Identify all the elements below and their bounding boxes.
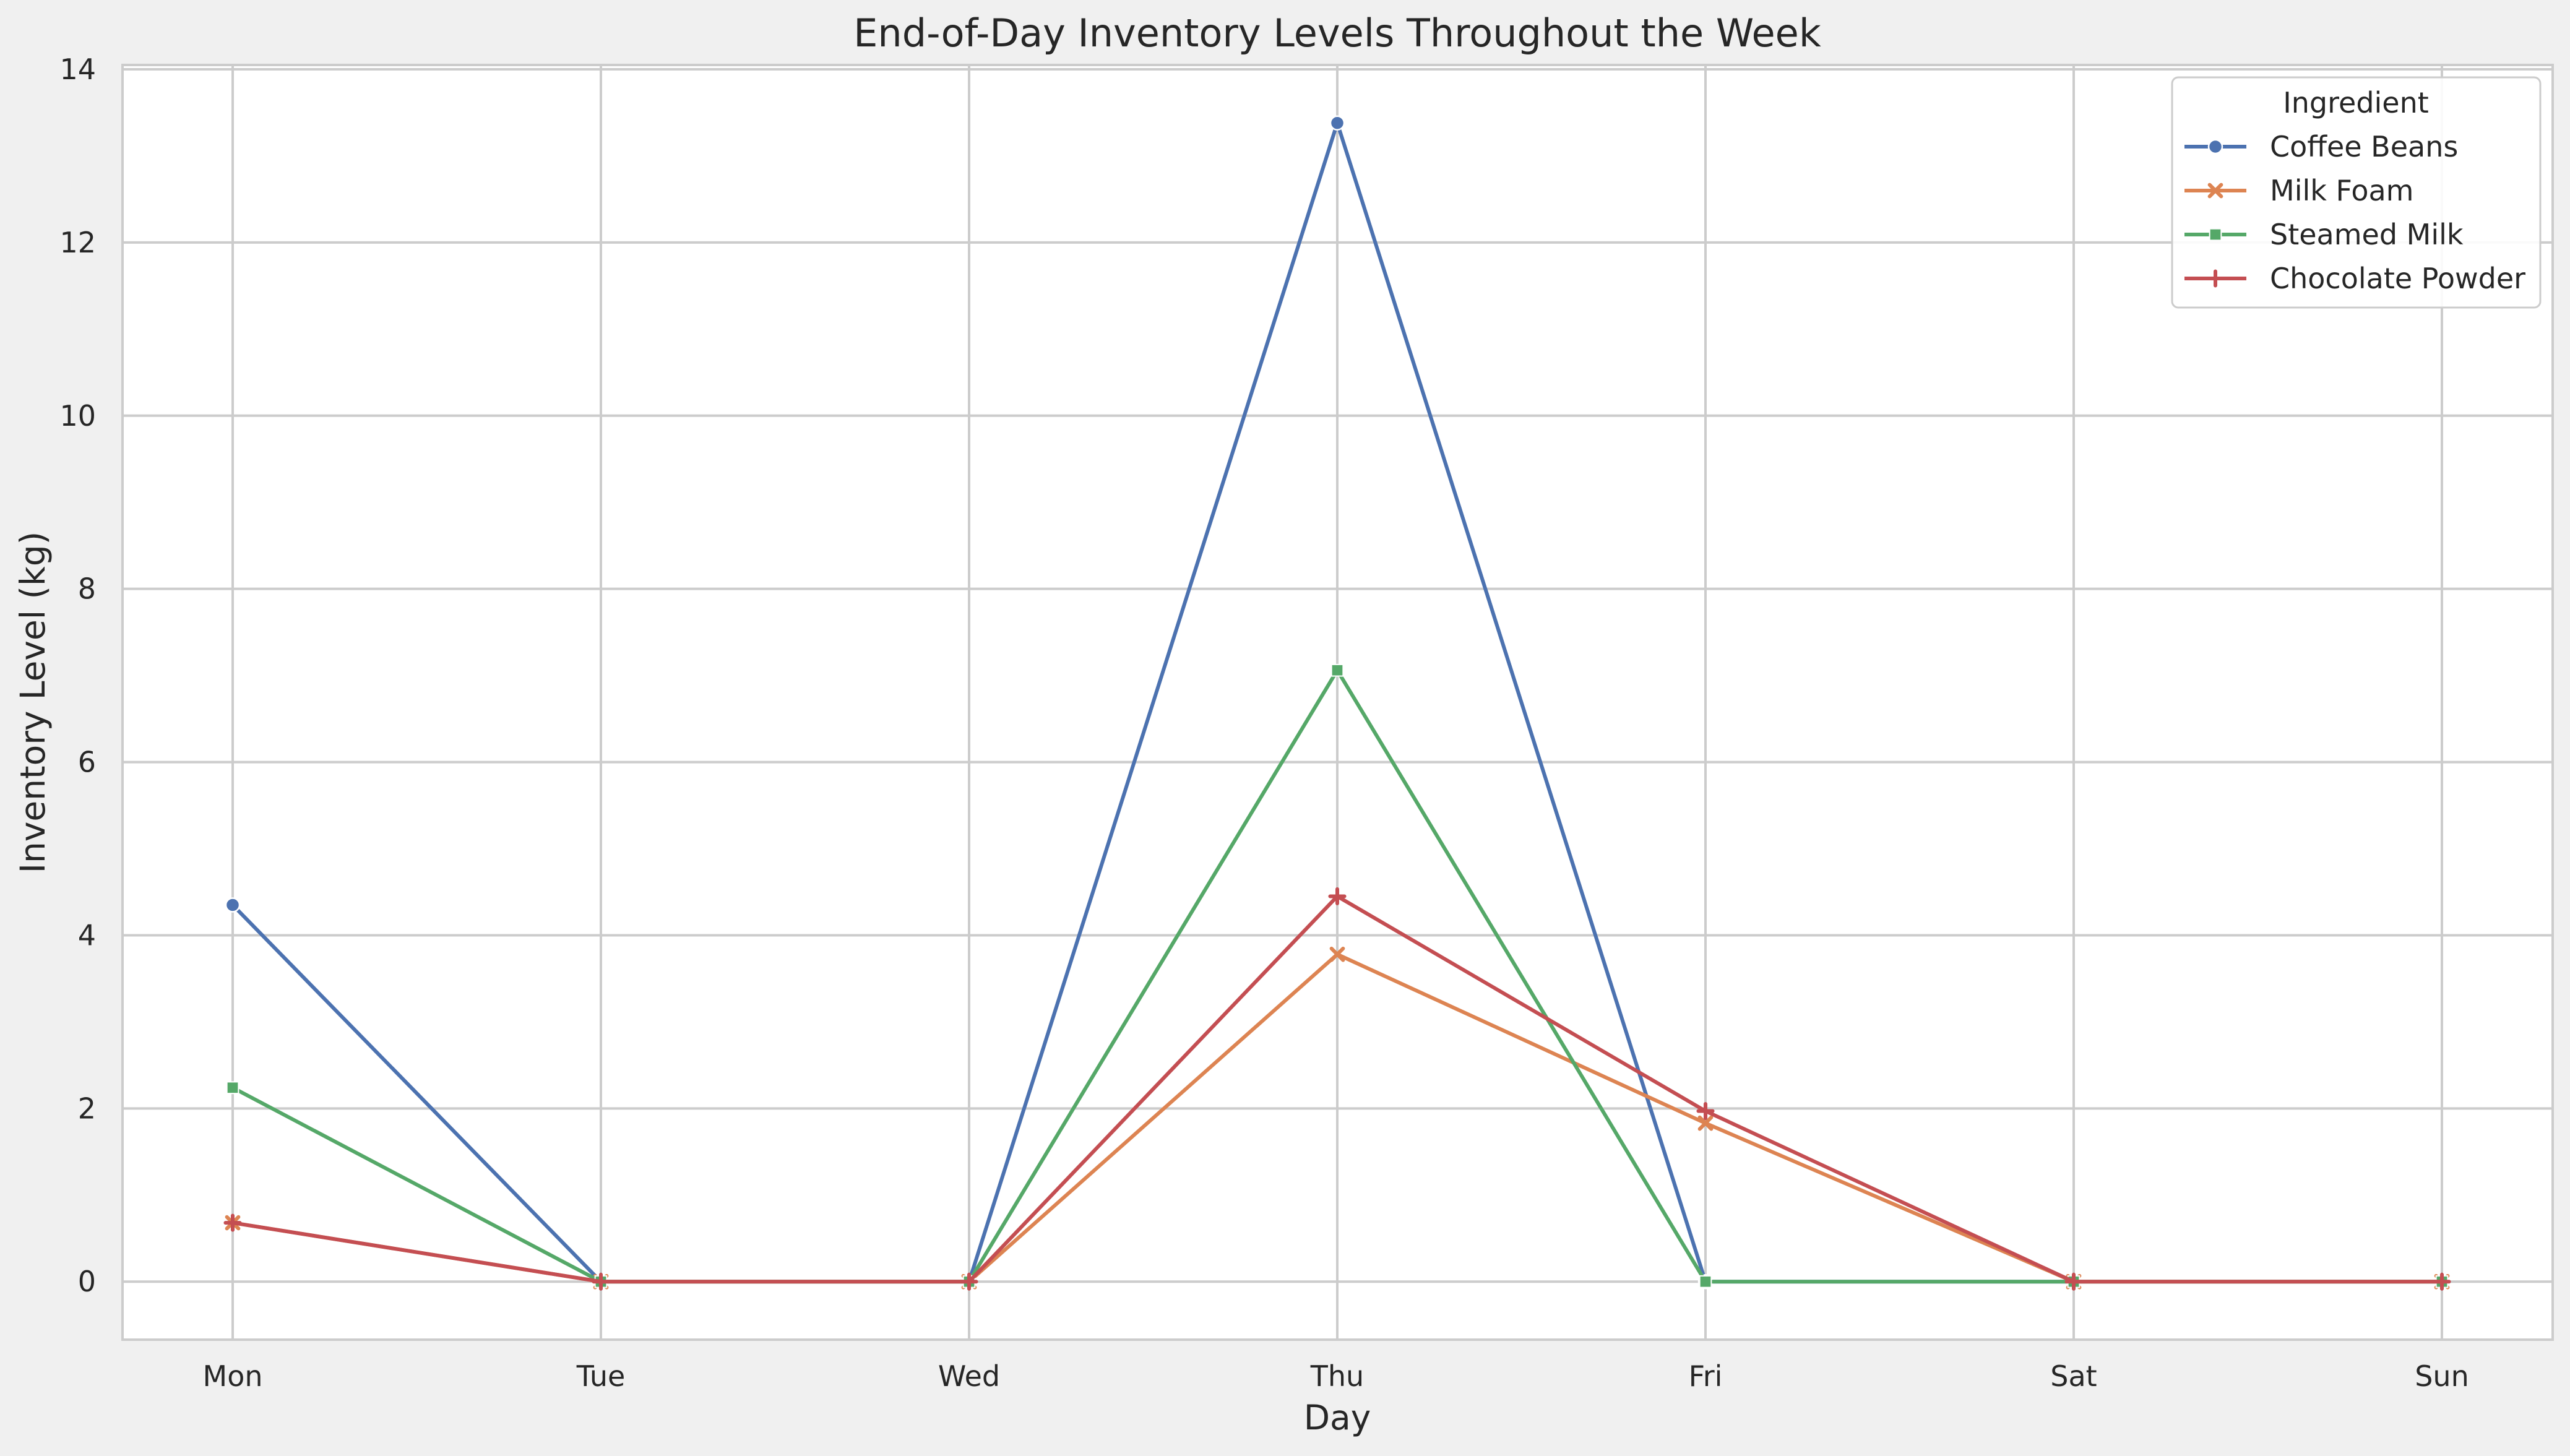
y-tick-label: 0 — [78, 1265, 96, 1298]
legend-marker — [2207, 139, 2223, 155]
x-tick-label: Wed — [938, 1359, 1000, 1393]
legend-label: Milk Foam — [2270, 174, 2413, 207]
legend-label: Coffee Beans — [2270, 130, 2458, 163]
data-point-steamed-milk — [226, 1081, 239, 1095]
legend-items: Coffee Beans Milk Foam Steamed Milk Chocola… — [2184, 130, 2525, 295]
y-tick-label: 4 — [78, 918, 96, 952]
data-point-chocolate-powder — [592, 1272, 610, 1291]
x-tick-label: Mon — [203, 1359, 263, 1393]
legend-marker — [2207, 183, 2223, 199]
legend-marker — [2209, 228, 2222, 241]
legend-marker — [2206, 269, 2225, 288]
y-tick-label: 14 — [59, 53, 96, 86]
legend-box — [2171, 76, 2542, 309]
x-tick-label: Tue — [576, 1359, 626, 1393]
series-layer — [223, 115, 2451, 1291]
y-axis-label: Inventory Level (kg) — [13, 532, 53, 874]
legend-label: Chocolate Powder — [2270, 262, 2525, 295]
data-point-milk-foam — [1697, 1115, 1714, 1131]
x-tick-label: Sat — [2050, 1359, 2097, 1393]
data-point-chocolate-powder — [2433, 1272, 2451, 1291]
legend-item-milk-foam: Milk Foam — [2184, 174, 2413, 207]
series-chocolate-powder — [223, 887, 2451, 1291]
data-point-steamed-milk — [1699, 1275, 1712, 1288]
legend-label: Steamed Milk — [2270, 218, 2464, 251]
x-tick-label: Fri — [1689, 1359, 1723, 1393]
x-tick-label: Thu — [1310, 1359, 1364, 1393]
y-tick-label: 10 — [59, 399, 96, 433]
data-point-chocolate-powder — [2064, 1272, 2083, 1291]
data-point-chocolate-powder — [1328, 887, 1347, 906]
x-tick-labels: Mon Tue Wed Thu Fri Sat Sun — [203, 1359, 2469, 1393]
x-tick-label: Sun — [2415, 1359, 2469, 1393]
data-point-coffee-beans — [1329, 115, 1345, 131]
y-tick-label: 2 — [78, 1092, 96, 1125]
data-point-steamed-milk — [1330, 663, 1344, 677]
legend-item-coffee-beans: Coffee Beans — [2184, 130, 2458, 163]
data-point-chocolate-powder — [223, 1213, 242, 1232]
data-point-milk-foam — [1329, 946, 1345, 962]
x-axis-label: Day — [1304, 1398, 1371, 1437]
legend-item-chocolate-powder: Chocolate Powder — [2184, 262, 2525, 295]
y-tick-label: 12 — [59, 226, 96, 259]
y-tick-labels: 0 2 4 6 8 10 12 14 — [59, 53, 96, 1298]
grid-lines — [123, 65, 2553, 1340]
legend: Ingredient Coffee Beans Milk Foam Steamed … — [2171, 76, 2542, 309]
chart-title: End-of-Day Inventory Levels Throughout t… — [853, 11, 1821, 56]
data-point-coffee-beans — [225, 897, 241, 913]
data-point-chocolate-powder — [960, 1272, 978, 1291]
legend-item-steamed-milk: Steamed Milk — [2184, 218, 2464, 251]
y-tick-label: 8 — [78, 572, 96, 606]
legend-title: Ingredient — [2283, 86, 2429, 119]
y-tick-label: 6 — [78, 746, 96, 779]
data-point-chocolate-powder — [1696, 1101, 1715, 1121]
